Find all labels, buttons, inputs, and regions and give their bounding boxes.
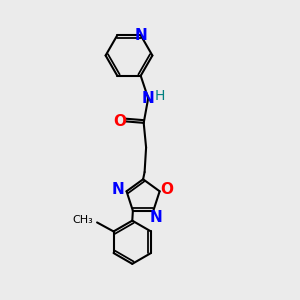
Text: H: H — [154, 89, 165, 103]
Text: N: N — [134, 28, 147, 43]
Text: N: N — [142, 91, 155, 106]
Text: CH₃: CH₃ — [73, 215, 94, 225]
Text: O: O — [113, 114, 126, 129]
Text: N: N — [150, 210, 163, 225]
Text: N: N — [112, 182, 124, 197]
Text: O: O — [160, 182, 174, 197]
